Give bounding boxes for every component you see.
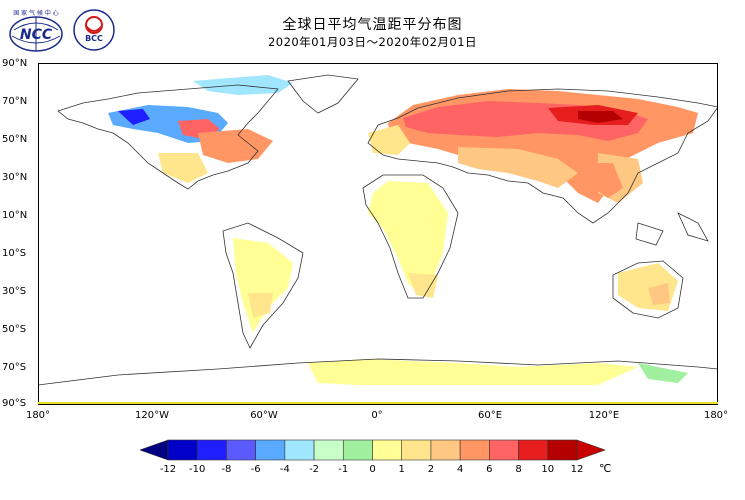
legend-tick-label: 6 xyxy=(486,464,493,475)
legend-swatch xyxy=(372,439,403,461)
lon-label: 120°E xyxy=(588,410,620,421)
world-anomaly-map xyxy=(38,63,718,405)
legend-swatch xyxy=(140,439,169,461)
bcc-logo: BCC xyxy=(72,8,116,56)
lat-label: 50°N xyxy=(2,134,28,145)
lon-label: 180° xyxy=(703,410,729,421)
ncc-logo: NCC 国 家 气 候 中 心 xyxy=(8,8,64,58)
legend-tick-label: -4 xyxy=(279,464,290,475)
legend-tick-label: -6 xyxy=(250,464,261,475)
legend-tick-label: 0 xyxy=(369,464,376,475)
svg-text:BCC: BCC xyxy=(85,34,103,43)
legend-tick-label: -2 xyxy=(309,464,320,475)
legend-swatch xyxy=(167,439,198,461)
lon-label: 120°W xyxy=(135,410,169,421)
legend-tick-label: 2 xyxy=(427,464,435,475)
lon-label: 0° xyxy=(371,410,383,421)
map-title: 全球日平均气温距平分布图 xyxy=(282,17,463,33)
legend-tick-label: 1 xyxy=(398,464,405,475)
legend-swatch xyxy=(255,439,286,461)
coastline-layer xyxy=(38,74,718,386)
lat-label: 70°N xyxy=(2,96,28,107)
legend-unit: ℃ xyxy=(599,462,612,475)
svg-text:国 家 气 候 中 心: 国 家 气 候 中 心 xyxy=(13,9,59,17)
legend-swatch xyxy=(518,439,549,461)
legend-swatch xyxy=(547,439,578,461)
lat-label: 10°S xyxy=(2,248,27,259)
lat-label: 50°S xyxy=(2,324,27,335)
legend-swatch xyxy=(342,439,373,461)
legend-tick-label: 12 xyxy=(570,464,584,475)
legend-tick-label: -8 xyxy=(221,464,232,475)
legend-swatch xyxy=(430,439,461,461)
legend-tick-label: -1 xyxy=(338,464,349,475)
lon-label: 60°W xyxy=(250,410,278,421)
legend-swatch xyxy=(576,439,605,461)
lat-label: 90°S xyxy=(2,398,27,409)
legend-swatch xyxy=(284,439,315,461)
map-subtitle: 2020年01月03日～2020年02月01日 xyxy=(267,35,478,49)
legend-colorbar xyxy=(140,439,605,461)
legend-swatch xyxy=(401,439,432,461)
legend-swatch xyxy=(313,439,344,461)
lat-label: 70°S xyxy=(2,362,27,373)
lon-label: 180° xyxy=(25,410,51,421)
legend-swatch xyxy=(196,439,227,461)
lat-label: 30°S xyxy=(2,286,27,297)
lon-label: 60°E xyxy=(477,410,503,421)
lat-label: 30°N xyxy=(2,172,28,183)
lat-label: 10°N xyxy=(2,210,28,221)
legend-tick-label: -10 xyxy=(189,464,206,475)
map-frame xyxy=(38,63,718,405)
svg-text:NCC: NCC xyxy=(20,27,53,43)
legend-tick-label: 10 xyxy=(541,464,555,475)
anomaly-fill-layer xyxy=(108,75,698,385)
legend-tick-label: 4 xyxy=(456,464,464,475)
legend-tick-label: 8 xyxy=(515,464,522,475)
lat-label: 90°N xyxy=(2,58,28,69)
legend-swatch xyxy=(459,439,490,461)
legend-swatch xyxy=(489,439,519,461)
legend-swatch xyxy=(226,439,256,461)
legend-tick-label: -12 xyxy=(159,464,177,475)
